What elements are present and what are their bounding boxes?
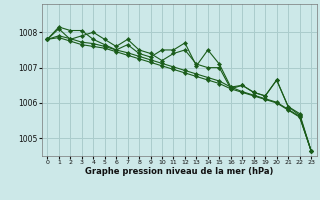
X-axis label: Graphe pression niveau de la mer (hPa): Graphe pression niveau de la mer (hPa) [85, 167, 273, 176]
